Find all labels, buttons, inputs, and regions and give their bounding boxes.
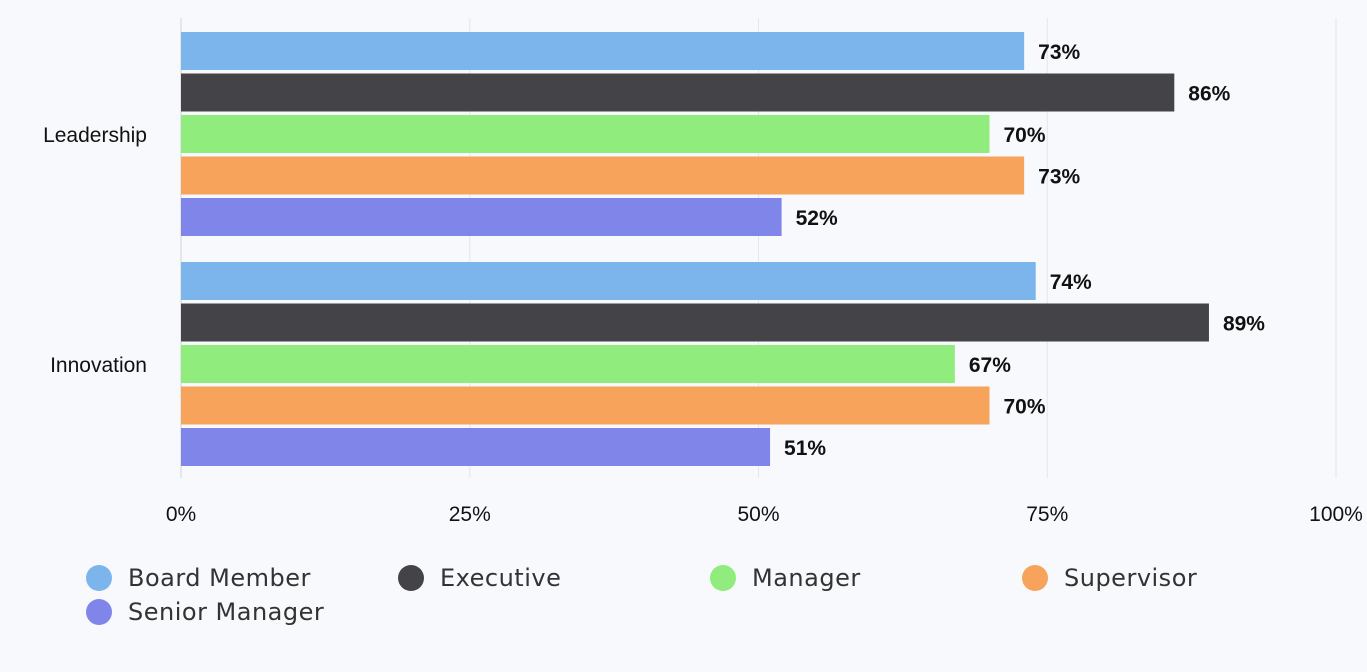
legend-label: Senior Manager xyxy=(128,598,325,626)
legend-marker-icon xyxy=(86,599,112,625)
legend-item[interactable]: Senior Manager xyxy=(86,597,398,627)
bar xyxy=(181,262,1036,300)
bar xyxy=(181,345,955,383)
bar xyxy=(181,156,1025,195)
legend-marker-icon xyxy=(398,565,424,591)
x-tick-label: 25% xyxy=(449,503,491,526)
data-label: 70% xyxy=(1004,396,1046,419)
x-tick-label: 50% xyxy=(737,503,779,526)
category-label: Leadership xyxy=(43,124,147,147)
data-label: 51% xyxy=(784,437,826,460)
data-label: 73% xyxy=(1038,166,1080,189)
data-label: 67% xyxy=(969,354,1011,377)
legend-marker-icon xyxy=(710,565,736,591)
data-label: 74% xyxy=(1050,271,1092,294)
legend-item[interactable]: Supervisor xyxy=(1022,563,1334,593)
bar xyxy=(181,198,782,236)
legend-label: Supervisor xyxy=(1064,564,1198,592)
data-label: 73% xyxy=(1038,41,1080,64)
legend-item[interactable]: Manager xyxy=(710,563,1022,593)
data-label: 70% xyxy=(1004,124,1046,147)
legend-marker-icon xyxy=(1022,565,1048,591)
legend-marker-icon xyxy=(86,565,112,591)
data-label: 52% xyxy=(796,207,838,230)
legend-label: Manager xyxy=(752,564,861,592)
bar xyxy=(181,428,771,466)
category-labels: Leadership Innovation xyxy=(43,124,147,377)
bar-chart: 73% 86% 70% 73% 52% 74% 89% 67% 70% 51% Leadershi… xyxy=(43,18,1363,526)
data-label: 86% xyxy=(1188,83,1230,106)
x-axis-tick-labels: 0% 25% 50% 75% 100% xyxy=(166,503,1363,526)
x-tick-label: 0% xyxy=(166,503,196,526)
x-tick-label: 75% xyxy=(1026,503,1068,526)
bar xyxy=(181,303,1209,342)
x-tick-label: 100% xyxy=(1309,503,1363,526)
bar xyxy=(181,73,1175,112)
bars: 73% 86% 70% 73% 52% 74% 89% 67% 70% 51% xyxy=(181,32,1265,466)
legend-label: Executive xyxy=(440,564,562,592)
bar xyxy=(181,386,990,425)
bar xyxy=(181,115,990,153)
legend-item[interactable]: Executive xyxy=(398,563,710,593)
bar xyxy=(181,32,1025,70)
category-label: Innovation xyxy=(50,354,147,377)
data-label: 89% xyxy=(1223,313,1265,336)
legend: Board Member Executive Manager Supervisor Se… xyxy=(86,563,1336,627)
legend-label: Board Member xyxy=(128,564,311,592)
legend-item[interactable]: Board Member xyxy=(86,563,398,593)
